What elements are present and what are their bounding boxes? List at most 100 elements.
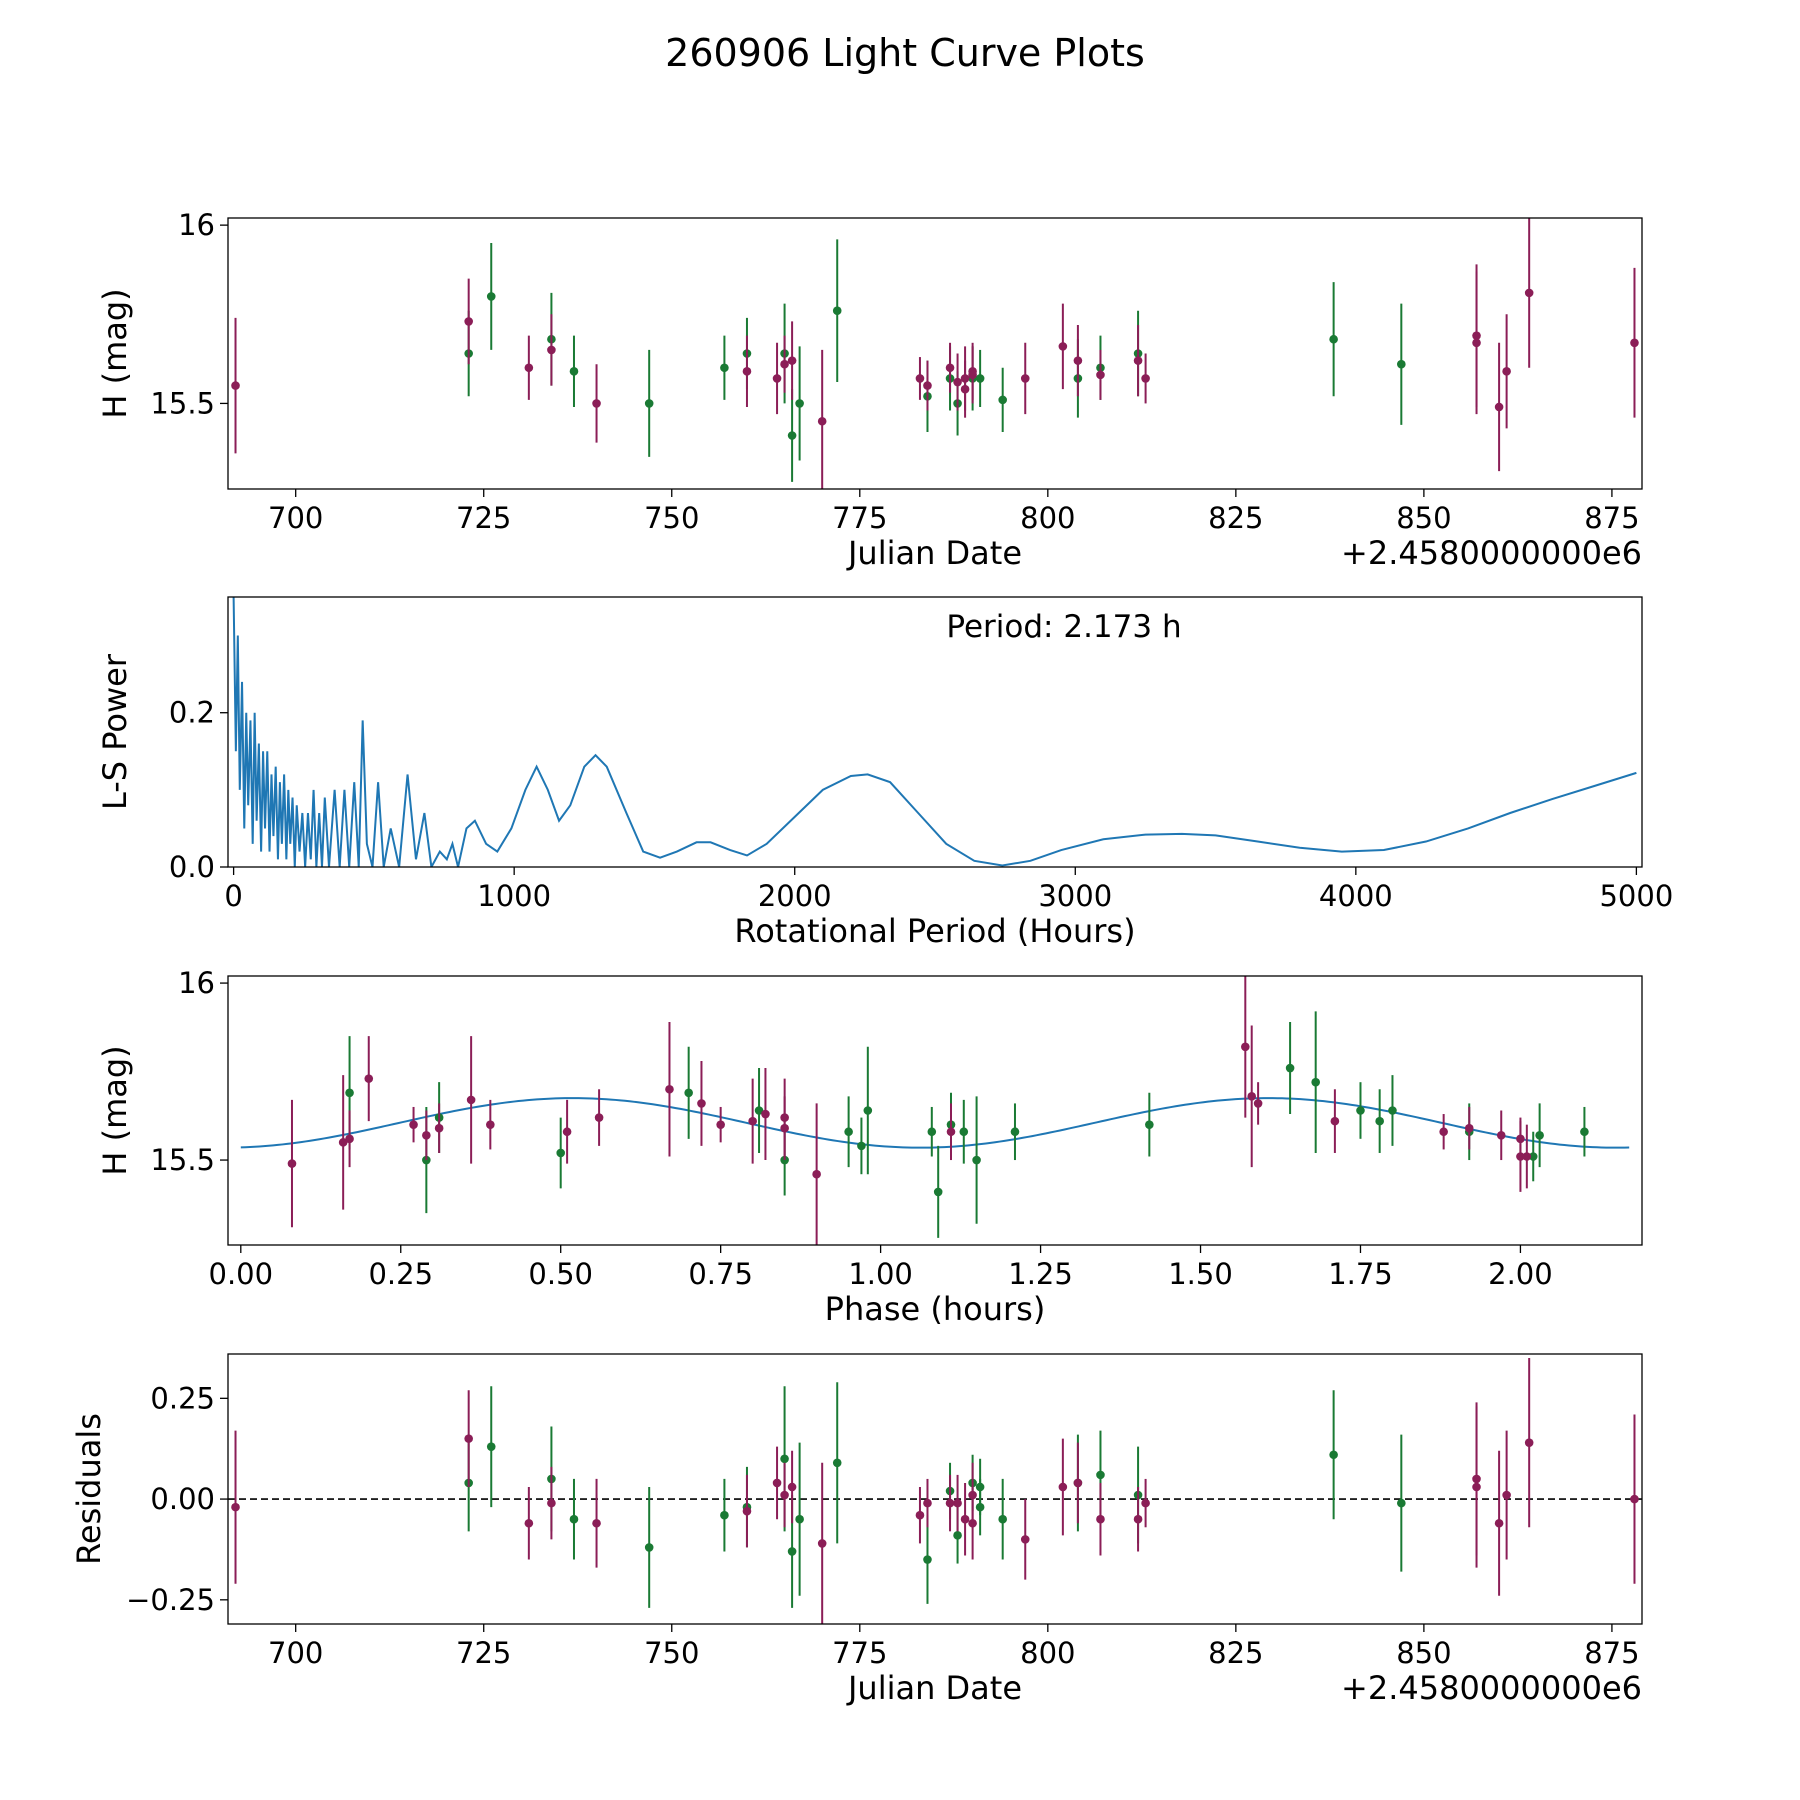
purple-data-point xyxy=(338,1138,348,1147)
purple-data-point xyxy=(1058,1482,1068,1492)
green-data-point xyxy=(959,1127,969,1137)
purple-data-point xyxy=(1630,1494,1639,1504)
purple-data-point xyxy=(923,381,932,390)
purple-data-point xyxy=(812,1169,821,1179)
purple-data-point xyxy=(466,1095,476,1105)
green-data-point xyxy=(644,399,654,408)
purple-data-point xyxy=(780,359,789,369)
green-data-point xyxy=(1329,334,1338,344)
purple-data-point xyxy=(594,1113,604,1122)
green-data-point xyxy=(832,306,842,316)
purple-data-point xyxy=(946,1127,956,1137)
purple-data-point xyxy=(960,1514,970,1524)
x-axis-label: Julian Date xyxy=(846,1669,1022,1707)
purple-data-point xyxy=(1502,367,1511,376)
x-tick-label: 1000 xyxy=(477,879,551,913)
green-data-point xyxy=(345,1088,354,1098)
purple-data-point xyxy=(562,1127,572,1137)
purple-data-point xyxy=(1133,1514,1143,1524)
x-tick-label: 0.75 xyxy=(688,1257,753,1291)
purple-data-point xyxy=(787,1482,797,1492)
purple-data-point xyxy=(780,1490,789,1500)
x-axis-offset-label: +2.4580000000e6 xyxy=(1341,534,1642,572)
green-data-point xyxy=(787,431,797,440)
green-data-point xyxy=(556,1148,566,1158)
purple-data-point xyxy=(364,1074,374,1083)
purple-data-point xyxy=(968,1490,977,1500)
green-data-point xyxy=(1535,1130,1544,1140)
purple-data-point xyxy=(761,1109,770,1119)
lightcurve-chart: 700 725 750 775 800 825 850 875 15.5 16 Julian Dat… xyxy=(96,208,1643,572)
x-tick-label: 750 xyxy=(644,1636,699,1670)
x-tick-label: 700 xyxy=(268,1636,323,1670)
purple-data-point xyxy=(1522,1152,1532,1161)
purple-data-point xyxy=(1494,1518,1504,1528)
green-data-point xyxy=(975,374,985,383)
green-data-point xyxy=(754,1106,764,1115)
purple-data-point xyxy=(1247,1092,1257,1101)
x-tick-label: 2000 xyxy=(758,879,832,913)
x-axis-label: Phase (hours) xyxy=(825,1290,1046,1328)
purple-data-point xyxy=(592,399,601,408)
green-data-point xyxy=(953,1531,962,1540)
purple-data-point xyxy=(287,1159,297,1168)
green-data-point xyxy=(1397,359,1406,369)
purple-data-point xyxy=(1133,356,1143,365)
green-data-point xyxy=(1356,1106,1365,1115)
x-tick-label: 775 xyxy=(832,501,887,535)
purple-data-point xyxy=(945,363,955,373)
green-data-point xyxy=(1397,1498,1406,1508)
purple-data-point xyxy=(547,345,556,355)
purple-data-point xyxy=(1524,1438,1534,1447)
x-tick-label: 875 xyxy=(1584,1636,1639,1670)
x-tick-label: 825 xyxy=(1208,1636,1263,1670)
green-data-point xyxy=(998,1514,1007,1524)
phased-chart: 0.00 0.25 0.50 0.75 1.00 1.25 1.50 1.75 2.00 15.5… xyxy=(96,966,1643,1328)
green-data-point xyxy=(1388,1106,1397,1115)
period-annotation: Period: 2.173 h xyxy=(946,609,1181,645)
purple-data-point xyxy=(486,1120,495,1129)
purple-data-point xyxy=(748,1116,757,1126)
periodogram-chart: 0 1000 2000 3000 4000 5000 0.0 0.2 Rotational Pe… xyxy=(96,596,1673,950)
green-data-point xyxy=(975,1502,985,1512)
purple-data-point xyxy=(231,1502,240,1512)
green-data-point xyxy=(1311,1077,1320,1087)
x-tick-label: 775 xyxy=(832,1636,887,1670)
purple-data-point xyxy=(742,367,752,376)
purple-data-point xyxy=(592,1518,601,1528)
green-data-point xyxy=(1145,1120,1154,1129)
green-data-point xyxy=(923,1555,932,1564)
green-data-point xyxy=(832,1458,842,1468)
purple-data-point xyxy=(345,1134,354,1144)
x-tick-label: 1.00 xyxy=(848,1257,913,1291)
x-tick-label: 875 xyxy=(1584,501,1639,535)
green-data-point xyxy=(720,363,729,373)
green-data-point xyxy=(972,1155,981,1165)
purple-data-point xyxy=(665,1084,674,1094)
lightcurve-plot-area xyxy=(231,218,1639,489)
figure-title: 260906 Light Curve Plots xyxy=(665,31,1145,75)
x-tick-label: 800 xyxy=(1020,501,1075,535)
purple-data-point xyxy=(1096,1514,1105,1524)
green-data-point xyxy=(1010,1127,1020,1137)
y-axis-label: H (mag) xyxy=(96,288,134,418)
purple-data-point xyxy=(1472,338,1481,348)
x-tick-label: 4000 xyxy=(1319,879,1393,913)
purple-data-point xyxy=(1496,1130,1506,1140)
x-axis-label: Rotational Period (Hours) xyxy=(734,912,1135,950)
x-tick-label: 725 xyxy=(456,1636,511,1670)
green-data-point xyxy=(927,1127,937,1137)
purple-data-point xyxy=(742,1506,752,1516)
x-axis-offset-label: +2.4580000000e6 xyxy=(1341,1669,1642,1707)
y-tick-label: 15.5 xyxy=(150,386,215,420)
purple-data-point xyxy=(1096,370,1105,380)
x-tick-label: 5000 xyxy=(1599,879,1673,913)
green-data-point xyxy=(1096,1470,1105,1480)
purple-data-point xyxy=(1464,1123,1474,1133)
purple-data-point xyxy=(915,374,925,383)
x-tick-label: 800 xyxy=(1020,1636,1075,1670)
y-tick-label: 0.00 xyxy=(150,1482,215,1516)
purple-data-point xyxy=(1502,1490,1511,1500)
green-data-point xyxy=(1580,1127,1589,1137)
x-tick-label: 850 xyxy=(1396,501,1451,535)
